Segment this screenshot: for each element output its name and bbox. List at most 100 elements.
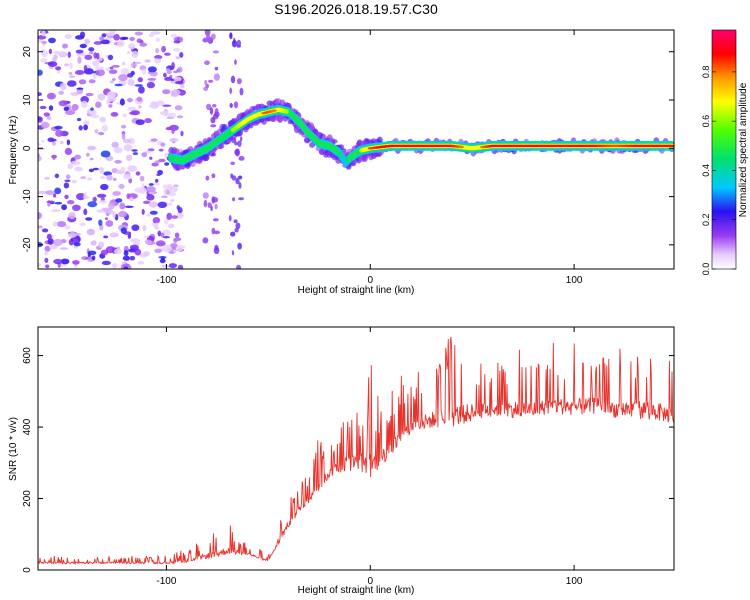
heatmap-noise-blob bbox=[134, 84, 143, 87]
spectrogram-y-tick-label: 10 bbox=[22, 94, 33, 106]
heatmap-noise-blob bbox=[158, 148, 164, 152]
heatmap-noise-blob bbox=[142, 251, 150, 257]
heatmap-noise-blob bbox=[162, 104, 172, 107]
heatmap-noise-blob bbox=[134, 187, 143, 193]
heatmap-noise-blob bbox=[147, 148, 155, 152]
colorbar-tick-label: 0.6 bbox=[701, 115, 711, 128]
heatmap-noise-blob bbox=[238, 182, 242, 189]
heatmap-noise-blob bbox=[234, 227, 239, 233]
colorbar-gradient bbox=[711, 29, 737, 270]
snr-y-tick-label: 0 bbox=[22, 567, 33, 573]
heatmap-noise-blob bbox=[139, 175, 145, 182]
heatmap-noise-blob bbox=[143, 200, 151, 204]
heatmap-noise-blob bbox=[146, 213, 151, 217]
heatmap-noise-blob bbox=[173, 184, 179, 188]
spectrogram-y-tick-label: -10 bbox=[22, 189, 33, 204]
heatmap-noise-blob bbox=[202, 192, 209, 199]
heatmap-noise-blob bbox=[231, 250, 235, 256]
heatmap-noise-blob bbox=[64, 179, 71, 183]
heatmap-noise-blob bbox=[83, 120, 90, 126]
snr-y-tick-label: 400 bbox=[22, 418, 33, 435]
heatmap-noise-blob bbox=[105, 246, 116, 254]
heatmap-noise-blob bbox=[44, 245, 51, 252]
heatmap-noise-blob bbox=[170, 33, 177, 38]
heatmap-noise-blob bbox=[69, 75, 75, 78]
heatmap-noise-blob bbox=[48, 37, 56, 44]
heatmap-ridge-halo bbox=[331, 139, 338, 144]
heatmap-noise-blob bbox=[129, 244, 139, 251]
heatmap-noise-blob bbox=[210, 116, 216, 124]
colorbar-tick-label: 0.0 bbox=[701, 263, 711, 276]
heatmap-noise-blob bbox=[68, 71, 73, 76]
heatmap-noise-blob bbox=[176, 115, 184, 119]
heatmap-noise-blob bbox=[110, 200, 116, 204]
heatmap-noise-blob bbox=[63, 182, 70, 189]
heatmap-noise-blob bbox=[74, 166, 83, 172]
heatmap-noise-blob bbox=[122, 113, 127, 118]
heatmap-noise-blob bbox=[176, 211, 184, 219]
heatmap-noise-blob bbox=[49, 244, 58, 250]
heatmap-noise-blob bbox=[83, 192, 88, 198]
heatmap-noise-blob bbox=[83, 124, 88, 131]
heatmap-noise-blob bbox=[119, 202, 126, 210]
heatmap-noise-blob bbox=[131, 50, 139, 58]
heatmap-noise-blob bbox=[149, 201, 159, 208]
heatmap-noise-blob bbox=[154, 248, 162, 254]
spectrogram-y-axis-label: Frequency (Hz) bbox=[8, 116, 19, 185]
heatmap-noise-blob bbox=[240, 136, 243, 142]
heatmap-noise-blob bbox=[141, 183, 145, 191]
heatmap-noise-blob bbox=[90, 240, 97, 246]
snr-plot-area bbox=[38, 327, 674, 570]
heatmap-noise-blob bbox=[118, 74, 128, 82]
heatmap-noise-blob bbox=[38, 69, 43, 76]
heatmap-noise-blob bbox=[129, 255, 136, 261]
heatmap-noise-blob bbox=[71, 179, 77, 184]
heatmap-noise-blob bbox=[43, 112, 50, 117]
heatmap-noise-blob bbox=[207, 202, 212, 208]
heatmap-noise-blob bbox=[60, 140, 64, 145]
heatmap-noise-blob bbox=[86, 152, 90, 157]
heatmap-noise-blob bbox=[175, 56, 181, 60]
heatmap-noise-blob bbox=[171, 215, 178, 219]
heatmap-noise-blob bbox=[118, 210, 128, 218]
heatmap-noise-blob bbox=[144, 118, 152, 124]
heatmap-noise-blob bbox=[152, 217, 161, 224]
heatmap-noise-blob bbox=[164, 76, 173, 81]
snr-x-tick-label: 0 bbox=[367, 576, 373, 587]
heatmap-noise-blob bbox=[38, 155, 42, 162]
heatmap-noise-blob bbox=[88, 51, 94, 55]
heatmap-noise-blob bbox=[214, 108, 219, 116]
heatmap-noise-blob bbox=[126, 193, 131, 200]
heatmap-noise-blob bbox=[172, 48, 181, 52]
heatmap-noise-blob bbox=[62, 43, 68, 49]
heatmap-noise-blob bbox=[46, 92, 56, 100]
heatmap-noise-blob bbox=[56, 221, 67, 228]
heatmap-noise-blob bbox=[86, 177, 93, 181]
heatmap-noise-blob bbox=[210, 124, 217, 128]
heatmap-noise-blob bbox=[237, 242, 242, 250]
heatmap-noise-blob bbox=[158, 158, 166, 163]
heatmap-noise-blob bbox=[167, 183, 173, 187]
heatmap-noise-blob bbox=[126, 50, 131, 55]
heatmap-noise-blob bbox=[55, 129, 64, 137]
heatmap-noise-blob bbox=[112, 78, 116, 81]
heatmap-noise-blob bbox=[54, 187, 62, 195]
heatmap-noise-blob bbox=[64, 147, 73, 155]
heatmap-noise-blob bbox=[78, 79, 87, 85]
snr-line-layer bbox=[38, 336, 674, 566]
heatmap-noise-blob bbox=[99, 116, 107, 123]
heatmap-noise-blob bbox=[204, 60, 210, 65]
snr-panel: -100 0 100 0 200 400 600 Height of straight li… bbox=[8, 326, 675, 596]
heatmap-noise-blob bbox=[127, 165, 138, 172]
heatmap-noise-blob bbox=[129, 111, 137, 115]
heatmap-noise-blob bbox=[117, 40, 125, 48]
heatmap-noise-blob bbox=[84, 54, 93, 60]
heatmap-noise-blob bbox=[204, 30, 211, 36]
heatmap-noise-blob bbox=[176, 245, 184, 252]
heatmap-noise-blob bbox=[58, 90, 64, 95]
heatmap-noise-blob bbox=[98, 132, 105, 136]
heatmap-noise-blob bbox=[172, 70, 179, 74]
heatmap-noise-blob bbox=[100, 183, 109, 191]
heatmap-noise-blob bbox=[162, 229, 171, 236]
heatmap-noise-blob bbox=[174, 232, 180, 238]
